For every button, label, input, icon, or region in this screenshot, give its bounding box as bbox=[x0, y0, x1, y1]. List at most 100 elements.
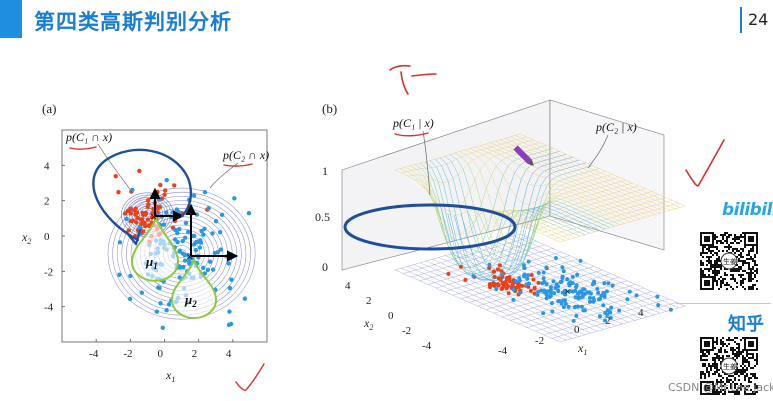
annotation-p-c2-cap-x: p(C₂ ∩ x) bbox=[222, 148, 269, 162]
class2-point bbox=[198, 240, 203, 245]
floor-class2-point bbox=[517, 290, 522, 295]
ink-annotations bbox=[69, 64, 725, 391]
class2-point bbox=[213, 218, 219, 224]
panel-a-xlabel: x1 bbox=[165, 368, 175, 384]
panel-a: (a) -4 -2 0 2 4 4 2 0 -2 -4 μ1 μ2 × × x1 x2 p(C₁ … bbox=[21, 101, 269, 384]
class2-point bbox=[229, 277, 234, 282]
svg-text:0: 0 bbox=[322, 260, 328, 274]
class1-point bbox=[146, 223, 151, 228]
panel-a-ytick: 2 bbox=[44, 196, 50, 208]
floor-class2-point bbox=[605, 312, 610, 317]
floor-class2-point bbox=[551, 279, 556, 284]
svg-text:-4: -4 bbox=[422, 340, 432, 352]
floor-class2-point bbox=[540, 281, 545, 286]
floor-class2-point bbox=[471, 274, 476, 279]
floor-class2-point bbox=[570, 274, 575, 279]
floor-class2-point bbox=[541, 311, 546, 316]
class2-point bbox=[210, 231, 215, 236]
floor-class1-point bbox=[491, 269, 496, 274]
class1-point bbox=[162, 192, 167, 197]
header-accent-block bbox=[0, 0, 22, 38]
class1-point bbox=[172, 183, 177, 188]
panel-a-ylabel: x2 bbox=[21, 230, 31, 246]
class2-point bbox=[246, 211, 252, 216]
leader-c2 bbox=[209, 162, 239, 189]
class1-point bbox=[113, 173, 118, 179]
class2-point bbox=[199, 228, 204, 234]
floor-class1-point bbox=[505, 275, 510, 280]
floor-class2-point bbox=[601, 303, 606, 308]
back-wall-right bbox=[549, 99, 665, 251]
class1-point bbox=[135, 215, 140, 221]
floor-class1-point bbox=[531, 277, 536, 282]
watermark: CSDN @Mr.Lee jack bbox=[668, 381, 773, 394]
floor-class2-point bbox=[595, 286, 600, 291]
panel-b-label: (b) bbox=[322, 101, 337, 116]
mu1-label: μ1 bbox=[145, 254, 158, 271]
floor-class1-point bbox=[505, 284, 510, 289]
bilibili-logo: bilibili bbox=[722, 200, 773, 220]
floor-class2-point bbox=[597, 314, 602, 319]
floor-class2-point bbox=[550, 309, 555, 314]
class1-point bbox=[143, 210, 149, 216]
class2-point bbox=[202, 189, 208, 195]
floor-class2-point bbox=[579, 304, 584, 309]
class2-point bbox=[202, 226, 207, 231]
qr-code-zhihu[interactable]: 生姜 bbox=[700, 337, 758, 395]
class2-point bbox=[219, 212, 225, 218]
class1-point bbox=[146, 202, 151, 207]
floor-class2-point bbox=[608, 315, 613, 320]
floor-class1-point bbox=[528, 288, 533, 293]
class2-point bbox=[197, 245, 203, 250]
ink-red-checkmark-bottom bbox=[235, 363, 265, 391]
floor-class2-point bbox=[522, 274, 527, 279]
floor-class2-point bbox=[656, 303, 661, 308]
floor-class2-point bbox=[587, 290, 592, 295]
panel-b-x2label: x2 bbox=[363, 316, 373, 332]
class2-point bbox=[173, 227, 178, 233]
class1-point bbox=[140, 210, 145, 216]
floor-class1-point bbox=[499, 269, 504, 274]
ink-underline-c1 bbox=[69, 146, 97, 150]
class2-point bbox=[205, 267, 211, 273]
panel-a-xtick: 2 bbox=[192, 348, 198, 360]
class2-point bbox=[206, 206, 211, 211]
class2-point bbox=[124, 216, 129, 222]
class1-point bbox=[162, 188, 168, 193]
floor-class1-point bbox=[487, 266, 492, 271]
floor-class1-point bbox=[532, 285, 537, 290]
floor-class1-point bbox=[499, 287, 504, 292]
class2-point bbox=[228, 321, 234, 327]
ink-underline-c2 bbox=[223, 163, 253, 167]
class1-point bbox=[145, 197, 151, 203]
page-number: 24 bbox=[748, 10, 769, 29]
droplet-mu2 bbox=[170, 257, 218, 319]
floor-class2-point bbox=[544, 282, 549, 287]
qr-code-bilibili[interactable]: 生姜 bbox=[700, 232, 758, 290]
leader-b-c1 bbox=[422, 130, 431, 196]
floor-class2-point bbox=[570, 281, 575, 286]
class1-point bbox=[150, 211, 155, 216]
x2-ticks: 4 2 0 -2 -4 bbox=[345, 280, 432, 352]
class2-point bbox=[193, 247, 199, 253]
class1-point bbox=[138, 217, 144, 222]
floor-class2-point bbox=[579, 289, 584, 294]
class1-point bbox=[137, 168, 142, 174]
posterior-surface-mesh bbox=[394, 133, 686, 281]
svg-text:-2: -2 bbox=[402, 325, 411, 337]
floor-class2-point bbox=[548, 290, 553, 295]
class2-point bbox=[217, 229, 223, 235]
floor-class1-point bbox=[502, 280, 507, 285]
class2-point bbox=[192, 242, 197, 247]
class2-point bbox=[161, 222, 167, 227]
class2-point bbox=[154, 309, 160, 314]
floor-class2-point bbox=[587, 295, 592, 300]
class2-point bbox=[191, 233, 197, 239]
annotation-p-c1-given-x: p(C₁ | x) bbox=[392, 116, 434, 130]
floor-class2-point bbox=[561, 298, 566, 303]
panel-a-ytick: 0 bbox=[44, 231, 50, 243]
class2-point bbox=[117, 240, 123, 245]
z-ticks: 1 0.5 0 bbox=[315, 164, 330, 274]
floor-class2-point bbox=[560, 276, 565, 281]
x1-ticks: -4 -2 0 2 4 bbox=[498, 307, 644, 357]
